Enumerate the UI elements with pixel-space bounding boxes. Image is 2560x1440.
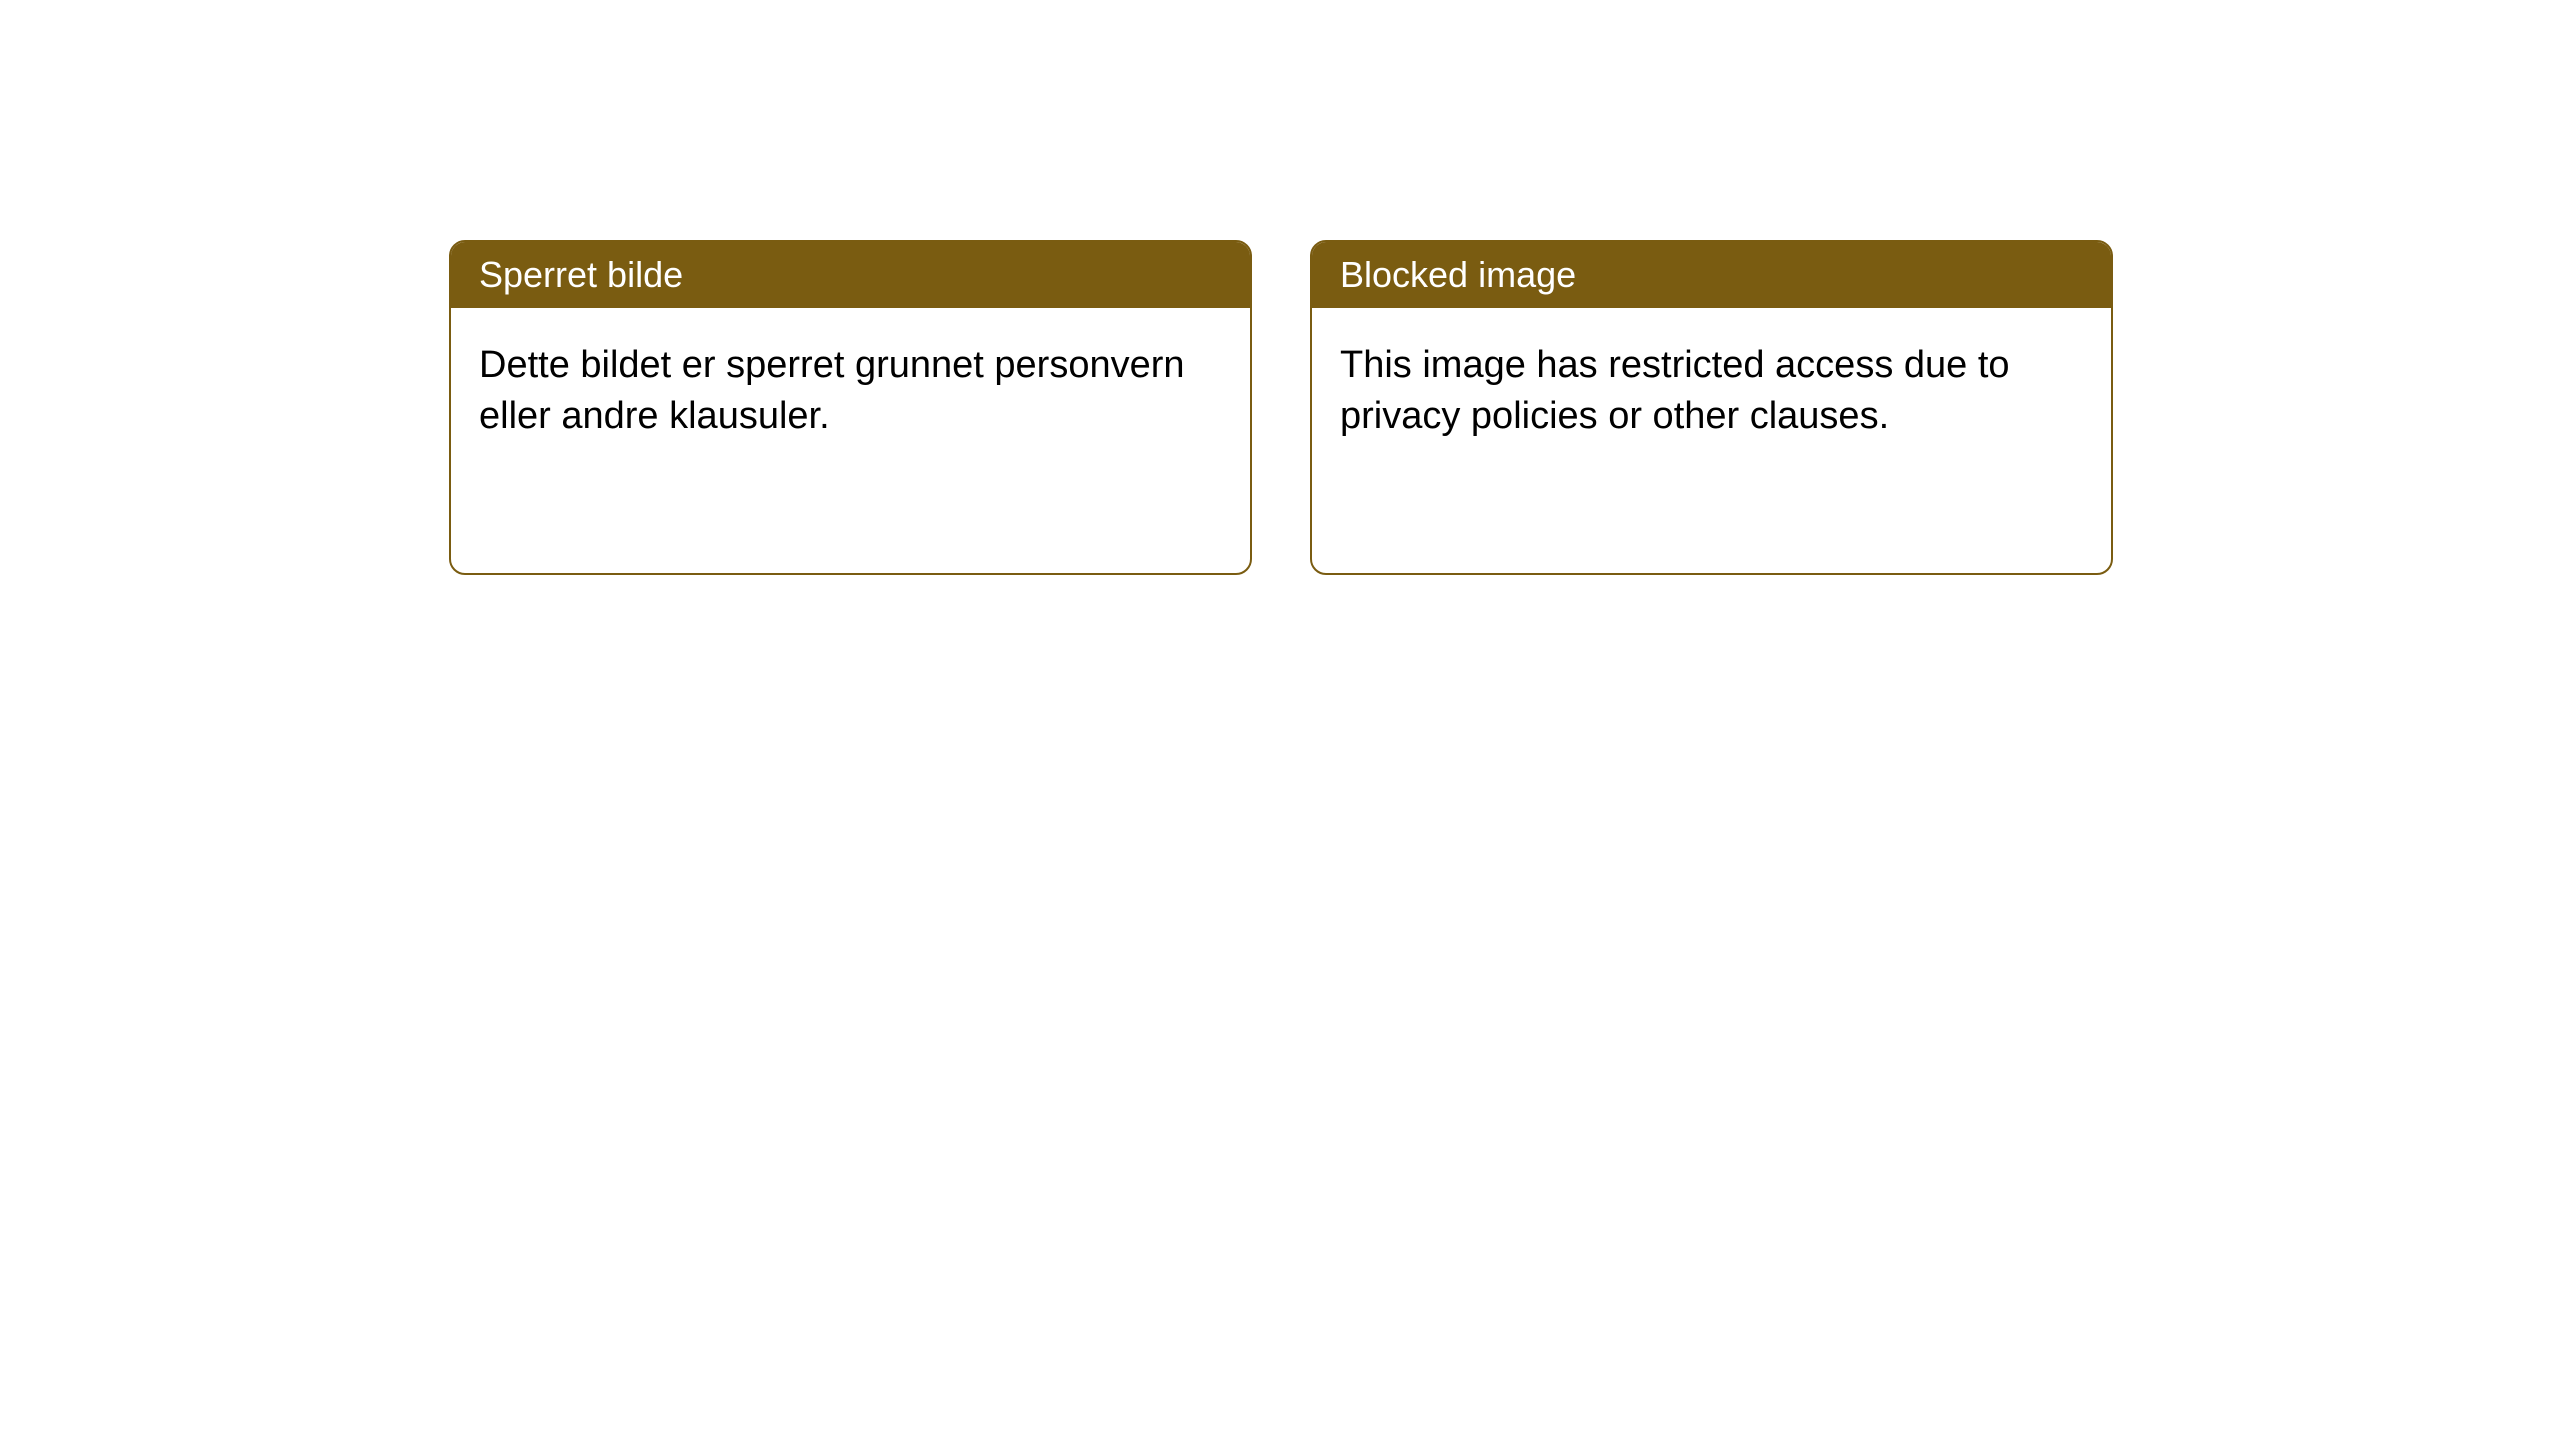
notice-container: Sperret bilde Dette bildet er sperret gr… xyxy=(0,0,2560,575)
notice-card-english: Blocked image This image has restricted … xyxy=(1310,240,2113,575)
notice-body: Dette bildet er sperret grunnet personve… xyxy=(451,308,1250,475)
notice-title: Blocked image xyxy=(1312,242,2111,308)
notice-body: This image has restricted access due to … xyxy=(1312,308,2111,475)
notice-title: Sperret bilde xyxy=(451,242,1250,308)
notice-card-norwegian: Sperret bilde Dette bildet er sperret gr… xyxy=(449,240,1252,575)
